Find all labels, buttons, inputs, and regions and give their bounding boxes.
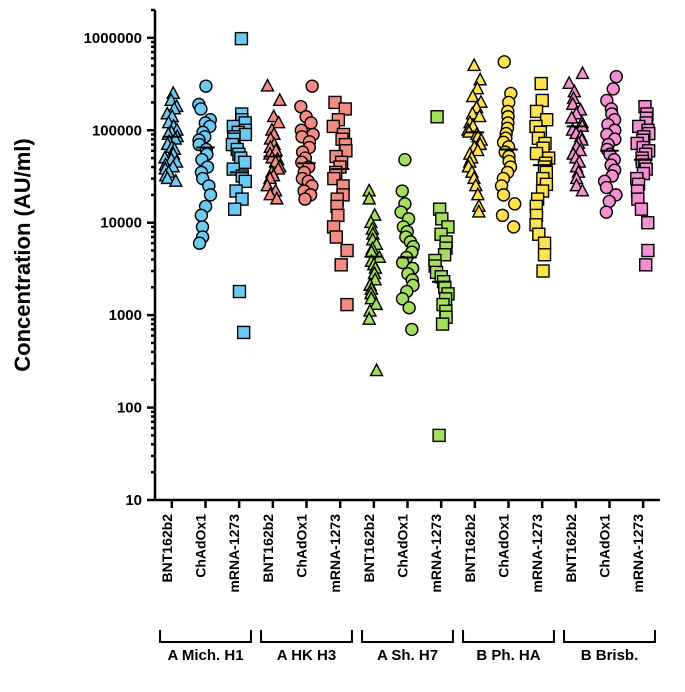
y-axis-title: Concentration (AU/ml) [10, 138, 35, 371]
data-point [635, 203, 647, 215]
data-point [341, 299, 353, 311]
data-point [535, 78, 547, 90]
data-point [239, 156, 251, 168]
data-point [610, 71, 622, 83]
x-tick-label: BNT162b2 [361, 514, 377, 583]
x-tick-label: ChAdOx1 [597, 514, 613, 578]
y-tick-label: 1000 [109, 307, 142, 324]
x-tick-label: ChAdOx1 [193, 514, 209, 578]
x-tick-label: mRNA-1273 [529, 514, 545, 593]
data-point [406, 323, 418, 335]
data-point [468, 59, 480, 70]
x-tick-label: BNT162b2 [462, 514, 478, 583]
y-tick-label: 100000 [92, 122, 142, 139]
data-point [607, 83, 619, 95]
x-tick-label: mRNA-1273 [226, 514, 242, 593]
data-point [262, 80, 274, 91]
data-point [536, 94, 548, 106]
data-point [200, 80, 212, 92]
x-tick-label: mRNA-1273 [327, 514, 343, 593]
x-tick-label: BNT162b2 [260, 514, 276, 583]
y-tick-label: 10 [125, 492, 142, 509]
data-point [396, 185, 408, 197]
data-point [235, 33, 247, 45]
x-tick-label: BNT162b2 [563, 514, 579, 583]
data-point [205, 189, 217, 201]
x-tick-label: ChAdOx1 [395, 514, 411, 578]
data-point [306, 80, 318, 92]
data-point [508, 221, 520, 233]
data-point [498, 189, 510, 201]
data-point [299, 193, 311, 205]
data-point [498, 56, 510, 68]
x-tick-label: ChAdOx1 [496, 514, 512, 578]
x-tick-label: ChAdOx1 [294, 514, 310, 578]
data-point [399, 154, 411, 166]
data-point [642, 217, 654, 229]
data-point [577, 67, 589, 78]
data-point [403, 302, 415, 314]
data-point [539, 249, 551, 261]
group-bracket [261, 630, 352, 642]
data-point [195, 103, 207, 115]
group-label: A HK H3 [277, 647, 336, 664]
scatter-dotplot: 10 100 1000 10000 100000 1000000 Concentration… [0, 0, 685, 692]
data-points [159, 33, 655, 442]
data-point [509, 198, 521, 210]
data-point [239, 128, 251, 140]
data-point [640, 259, 652, 271]
group-bracket [160, 630, 251, 642]
data-point [537, 265, 549, 277]
group-label: B Brisb. [581, 647, 639, 664]
data-point [233, 286, 245, 298]
data-point [431, 111, 443, 123]
data-point [433, 429, 445, 441]
x-tick-label: BNT162b2 [159, 514, 175, 583]
data-point [194, 237, 206, 249]
data-point [474, 73, 486, 84]
data-point [332, 209, 344, 221]
data-point [539, 237, 551, 249]
data-point [371, 364, 383, 375]
data-point [642, 245, 654, 257]
group-label: A Sh. H7 [377, 647, 438, 664]
group-bracket [362, 630, 453, 642]
data-point [437, 318, 449, 330]
data-point [238, 326, 250, 338]
data-point [600, 206, 612, 218]
y-tick-label: 1000000 [84, 30, 142, 47]
data-point [274, 94, 286, 105]
y-tick-label: 100 [117, 400, 142, 417]
group-bracket [463, 630, 554, 642]
data-point [335, 259, 347, 271]
x-tick-label: mRNA-1273 [428, 514, 444, 593]
data-point [229, 203, 241, 215]
x-tick-label: mRNA-1273 [630, 514, 646, 593]
group-bracket [564, 630, 655, 642]
data-point [330, 231, 342, 243]
y-tick-label: 10000 [100, 215, 142, 232]
data-point [341, 245, 353, 257]
data-point [496, 209, 508, 221]
group-label: B Ph. HA [476, 647, 540, 664]
group-label: A Mich. H1 [167, 647, 243, 664]
data-point [195, 209, 207, 221]
